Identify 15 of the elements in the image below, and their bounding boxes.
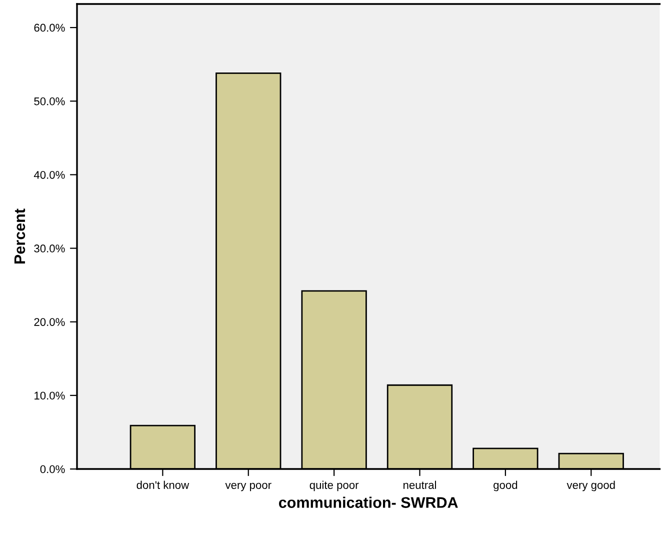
x-tick-label: good (494, 480, 518, 492)
y-tick-label: 0.0% (40, 465, 65, 474)
y-tick-label: 40.0% (34, 170, 65, 179)
x-tick-label: don't know (136, 480, 190, 489)
y-tick-label: 30.0% (34, 244, 65, 252)
x-tick-label: neutral (404, 480, 436, 489)
x-axis-title: communication- SWRDA (278, 496, 458, 508)
y-tick-label: 10.0% (34, 392, 65, 400)
y-tick-label: 50.0% (34, 97, 65, 106)
y-axis-title: Percent (14, 208, 26, 264)
y-tick-label: 20.0% (34, 318, 65, 326)
x-tick-label: very poor (225, 482, 272, 492)
x-tick-label: very good (566, 480, 615, 492)
x-tick-label: quite poor (310, 480, 359, 492)
y-tick-label: 60.0% (34, 24, 65, 32)
